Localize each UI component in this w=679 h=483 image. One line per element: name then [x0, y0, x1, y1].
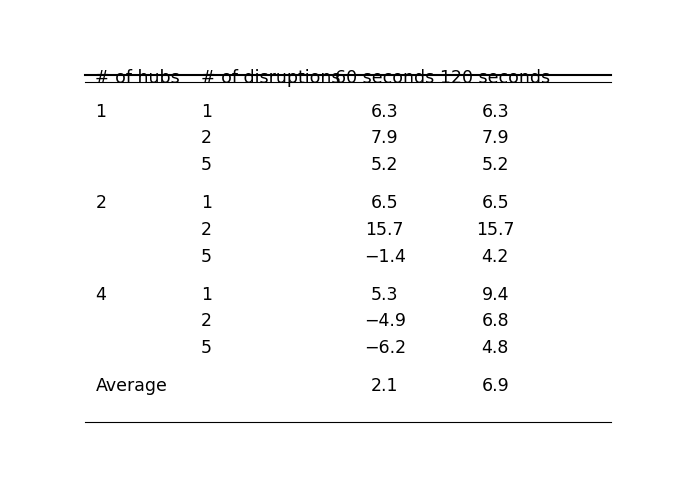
Text: 2: 2 [201, 129, 212, 147]
Text: 5: 5 [201, 156, 212, 174]
Text: Average: Average [95, 377, 167, 395]
Text: 5.2: 5.2 [371, 156, 399, 174]
Text: −4.9: −4.9 [364, 313, 406, 330]
Text: 1: 1 [201, 102, 212, 121]
Text: # of disruptions: # of disruptions [201, 69, 340, 87]
Text: 4.8: 4.8 [481, 339, 509, 357]
Text: 2: 2 [201, 221, 212, 239]
Text: 6.5: 6.5 [371, 194, 399, 212]
Text: # of hubs: # of hubs [95, 69, 180, 87]
Text: 4: 4 [95, 285, 107, 304]
Text: 4.2: 4.2 [481, 248, 509, 266]
Text: 1: 1 [201, 285, 212, 304]
Text: 6.5: 6.5 [481, 194, 509, 212]
Text: −6.2: −6.2 [364, 339, 406, 357]
Text: 15.7: 15.7 [476, 221, 515, 239]
Text: 2: 2 [201, 313, 212, 330]
Text: 6.3: 6.3 [481, 102, 509, 121]
Text: −1.4: −1.4 [364, 248, 406, 266]
Text: 5.2: 5.2 [481, 156, 509, 174]
Text: 9.4: 9.4 [481, 285, 509, 304]
Text: 60 seconds: 60 seconds [335, 69, 435, 87]
Text: 6.3: 6.3 [371, 102, 399, 121]
Text: 120 seconds: 120 seconds [440, 69, 551, 87]
Text: 2.1: 2.1 [371, 377, 399, 395]
Text: 7.9: 7.9 [481, 129, 509, 147]
Text: 5: 5 [201, 248, 212, 266]
Text: 1: 1 [201, 194, 212, 212]
Text: 6.8: 6.8 [481, 313, 509, 330]
Text: 6.9: 6.9 [481, 377, 509, 395]
Text: 7.9: 7.9 [371, 129, 399, 147]
Text: 5.3: 5.3 [371, 285, 399, 304]
Text: 1: 1 [95, 102, 107, 121]
Text: 15.7: 15.7 [365, 221, 404, 239]
Text: 5: 5 [201, 339, 212, 357]
Text: 2: 2 [95, 194, 107, 212]
